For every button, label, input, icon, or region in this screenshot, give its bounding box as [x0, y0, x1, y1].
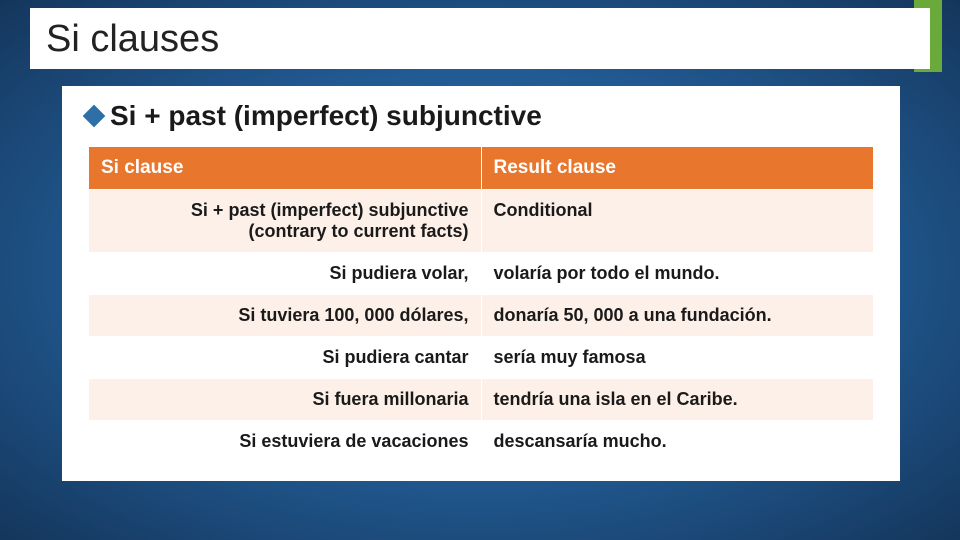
table-row: Si fuera millonaria tendría una isla en …	[89, 379, 874, 421]
cell-si: Si estuviera de vacaciones	[89, 421, 482, 463]
slide: Si clauses Si + past (imperfect) subjunc…	[0, 0, 960, 540]
content-box: Si + past (imperfect) subjunctive Si cla…	[62, 86, 900, 481]
diamond-bullet-icon	[83, 105, 106, 128]
cell-text: Si + past (imperfect) subjunctive (contr…	[191, 200, 469, 242]
cell-si: Si pudiera cantar	[89, 337, 482, 379]
title-box: Si clauses	[30, 8, 930, 69]
si-clause-table: Si clause Result clause Si + past (imper…	[88, 146, 874, 463]
cell-si: Si + past (imperfect) subjunctive (contr…	[89, 190, 482, 253]
cell-result: tendría una isla en el Caribe.	[481, 379, 874, 421]
cell-result: volaría por todo el mundo.	[481, 253, 874, 295]
cell-result: Conditional	[481, 190, 874, 253]
bullet-text: Si + past (imperfect) subjunctive	[110, 100, 542, 132]
cell-result: sería muy famosa	[481, 337, 874, 379]
col-header-result: Result clause	[481, 147, 874, 190]
cell-si: Si pudiera volar,	[89, 253, 482, 295]
cell-si: Si tuviera 100, 000 dólares,	[89, 295, 482, 337]
table-row: Si + past (imperfect) subjunctive (contr…	[89, 190, 874, 253]
slide-title: Si clauses	[46, 18, 914, 61]
table-header-row: Si clause Result clause	[89, 147, 874, 190]
table-row: Si estuviera de vacaciones descansaría m…	[89, 421, 874, 463]
table-row: Si pudiera volar, volaría por todo el mu…	[89, 253, 874, 295]
cell-result: descansaría mucho.	[481, 421, 874, 463]
table-row: Si tuviera 100, 000 dólares, donaría 50,…	[89, 295, 874, 337]
cell-si: Si fuera millonaria	[89, 379, 482, 421]
col-header-si: Si clause	[89, 147, 482, 190]
cell-result: donaría 50, 000 a una fundación.	[481, 295, 874, 337]
table-row: Si pudiera cantar sería muy famosa	[89, 337, 874, 379]
bullet-line: Si + past (imperfect) subjunctive	[62, 100, 900, 146]
